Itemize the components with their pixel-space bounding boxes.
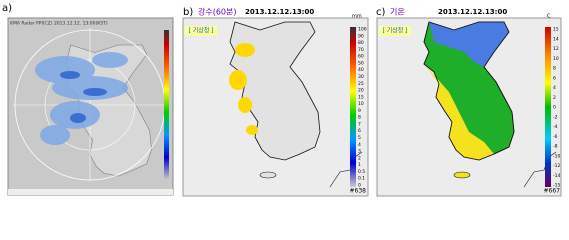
panel-label: c) [376, 7, 385, 18]
legend-label: 0.1 [358, 176, 365, 182]
precip-area [229, 43, 258, 135]
agency: [ 기상청 ] [382, 27, 407, 35]
legend-label: 1 [358, 162, 361, 168]
legend-label: 7 [358, 121, 361, 127]
legend-label: 14 [553, 36, 559, 42]
agency-box [379, 26, 411, 36]
legend-label: 0 [553, 105, 556, 111]
radar-colorbar [164, 30, 169, 180]
panel-title: 기온 [390, 8, 405, 17]
legend-label: 5 [358, 135, 361, 141]
legend-label: 40 [358, 67, 364, 73]
legend-label: -2 [553, 114, 558, 120]
legend-label: 100 [358, 27, 367, 33]
legend-label: -4 [553, 124, 558, 130]
legend-label: 4 [358, 142, 361, 148]
legend-label: 12 [553, 46, 559, 52]
legend-label: 50 [358, 60, 364, 66]
agency-box [185, 26, 217, 36]
legend-label: 15 [358, 94, 364, 100]
panel-a: a) KMA Radar PPI(CZ) 2013.12.12. 13:00(K… [2, 3, 174, 196]
colorbar [545, 27, 551, 187]
legend-label: 6 [358, 128, 361, 134]
radar-echo [60, 71, 107, 123]
panel-b: b) 강수(60분) 2013.12.12.13:00 mm [ 기상청 ] 1… [182, 7, 369, 197]
legend-label: 20 [358, 88, 364, 94]
legend-label: -8 [553, 144, 558, 150]
legend: 10090807060504030252015109876543210.50.1… [358, 27, 367, 189]
legend: 15 14 12 10 8 6 4 2 0 -2 -4 -6 -8 -10 -12 -14 -15 [553, 27, 560, 189]
legend-label: 3 [358, 149, 361, 155]
station-count: #638 [350, 188, 367, 195]
agency: [ 기상청 ] [188, 27, 213, 35]
land [423, 21, 557, 188]
legend-label: 8 [358, 115, 361, 121]
legend-label: 15 [553, 27, 559, 33]
legend-label: 8 [553, 66, 556, 72]
legend-label: 10 [358, 101, 364, 107]
legend-label: 90 [358, 33, 364, 39]
legend-label: -12 [553, 163, 560, 169]
legend-label: 80 [358, 40, 364, 46]
legend-label: -10 [553, 153, 560, 159]
legend-label: 10 [553, 56, 559, 62]
radar-header: KMA Radar PPI(CZ) 2013.12.12. 13:00(KST) [10, 21, 108, 27]
legend-label: 0.5 [358, 169, 365, 175]
panel-c: c) 기온 2013.12.12.13:00 C [ 기상청 ] 1514121… [376, 7, 562, 197]
legend-label: 4 [553, 85, 556, 91]
radar-footer [8, 189, 173, 195]
panel-label: b) [183, 7, 193, 18]
panel-datetime: 2013.12.12.13:00 [438, 8, 507, 16]
unit: mm [352, 14, 362, 20]
legend-label: 30 [358, 74, 364, 80]
unit: C [547, 14, 551, 20]
legend-label: 6 [553, 75, 556, 81]
colorbar [350, 27, 356, 187]
legend-label: 2 [553, 95, 556, 101]
station-count: #667 [544, 188, 561, 195]
legend-label: -15 [553, 183, 560, 189]
panel-title: 강수(60분) [198, 7, 237, 17]
legend-label: -6 [553, 134, 558, 140]
panel-datetime: 2013.12.12.13:00 [245, 8, 314, 16]
figure: a) KMA Radar PPI(CZ) 2013.12.12. 13:00(K… [2, 3, 562, 197]
legend-label: 0 [358, 183, 361, 189]
panel-label: a) [2, 3, 12, 14]
legend-label: 25 [358, 81, 364, 87]
legend-label: -14 [553, 173, 560, 179]
legend-label: 60 [358, 54, 364, 60]
legend-label: 9 [358, 108, 361, 114]
legend-label: 70 [358, 47, 364, 53]
legend-label: 2 [358, 155, 361, 161]
